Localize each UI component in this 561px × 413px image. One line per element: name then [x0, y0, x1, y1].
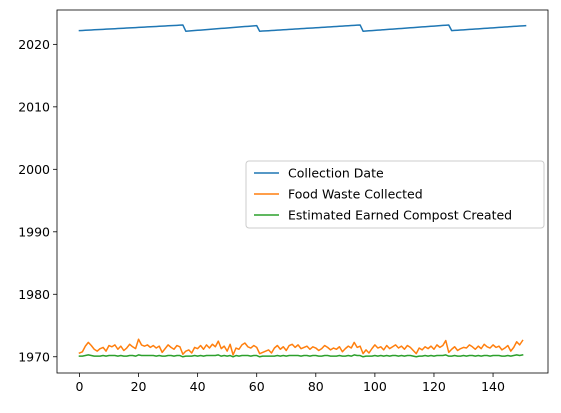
- legend-label-0: Collection Date: [288, 166, 384, 181]
- y-tick-label: 1980: [18, 287, 50, 302]
- x-tick-label: 120: [422, 379, 446, 394]
- series-0: [78, 24, 527, 32]
- y-tick-label: 2010: [18, 99, 50, 114]
- x-tick-label: 60: [249, 379, 265, 394]
- x-tick-label: 100: [363, 379, 387, 394]
- y-axis: 1970 1980 1990 2000 2010 2020: [18, 37, 57, 364]
- legend: Collection Date Food Waste Collected Estim…: [245, 160, 545, 229]
- x-tick-label: 40: [190, 379, 206, 394]
- series-2: [78, 353, 524, 358]
- plot-frame: [56, 9, 549, 374]
- series-1: [78, 338, 524, 356]
- series-line-1: [78, 338, 524, 356]
- series-line-2: [78, 353, 524, 358]
- series-layer: [78, 24, 527, 358]
- legend-label-1: Food Waste Collected: [288, 187, 423, 202]
- y-tick-label: 2020: [18, 37, 50, 52]
- legend-box: [245, 160, 545, 229]
- x-tick-label: 140: [481, 379, 505, 394]
- y-tick-label: 2000: [18, 162, 50, 177]
- x-tick-label: 20: [131, 379, 147, 394]
- x-axis: 0 20 40 60 80 100 120 140: [75, 373, 505, 394]
- legend-label-2: Estimated Earned Compost Created: [288, 208, 512, 223]
- x-tick-label: 80: [308, 379, 324, 394]
- x-tick-label: 0: [75, 379, 83, 394]
- y-tick-label: 1990: [18, 224, 50, 239]
- y-tick-label: 1970: [18, 349, 50, 364]
- series-line-0: [78, 24, 527, 32]
